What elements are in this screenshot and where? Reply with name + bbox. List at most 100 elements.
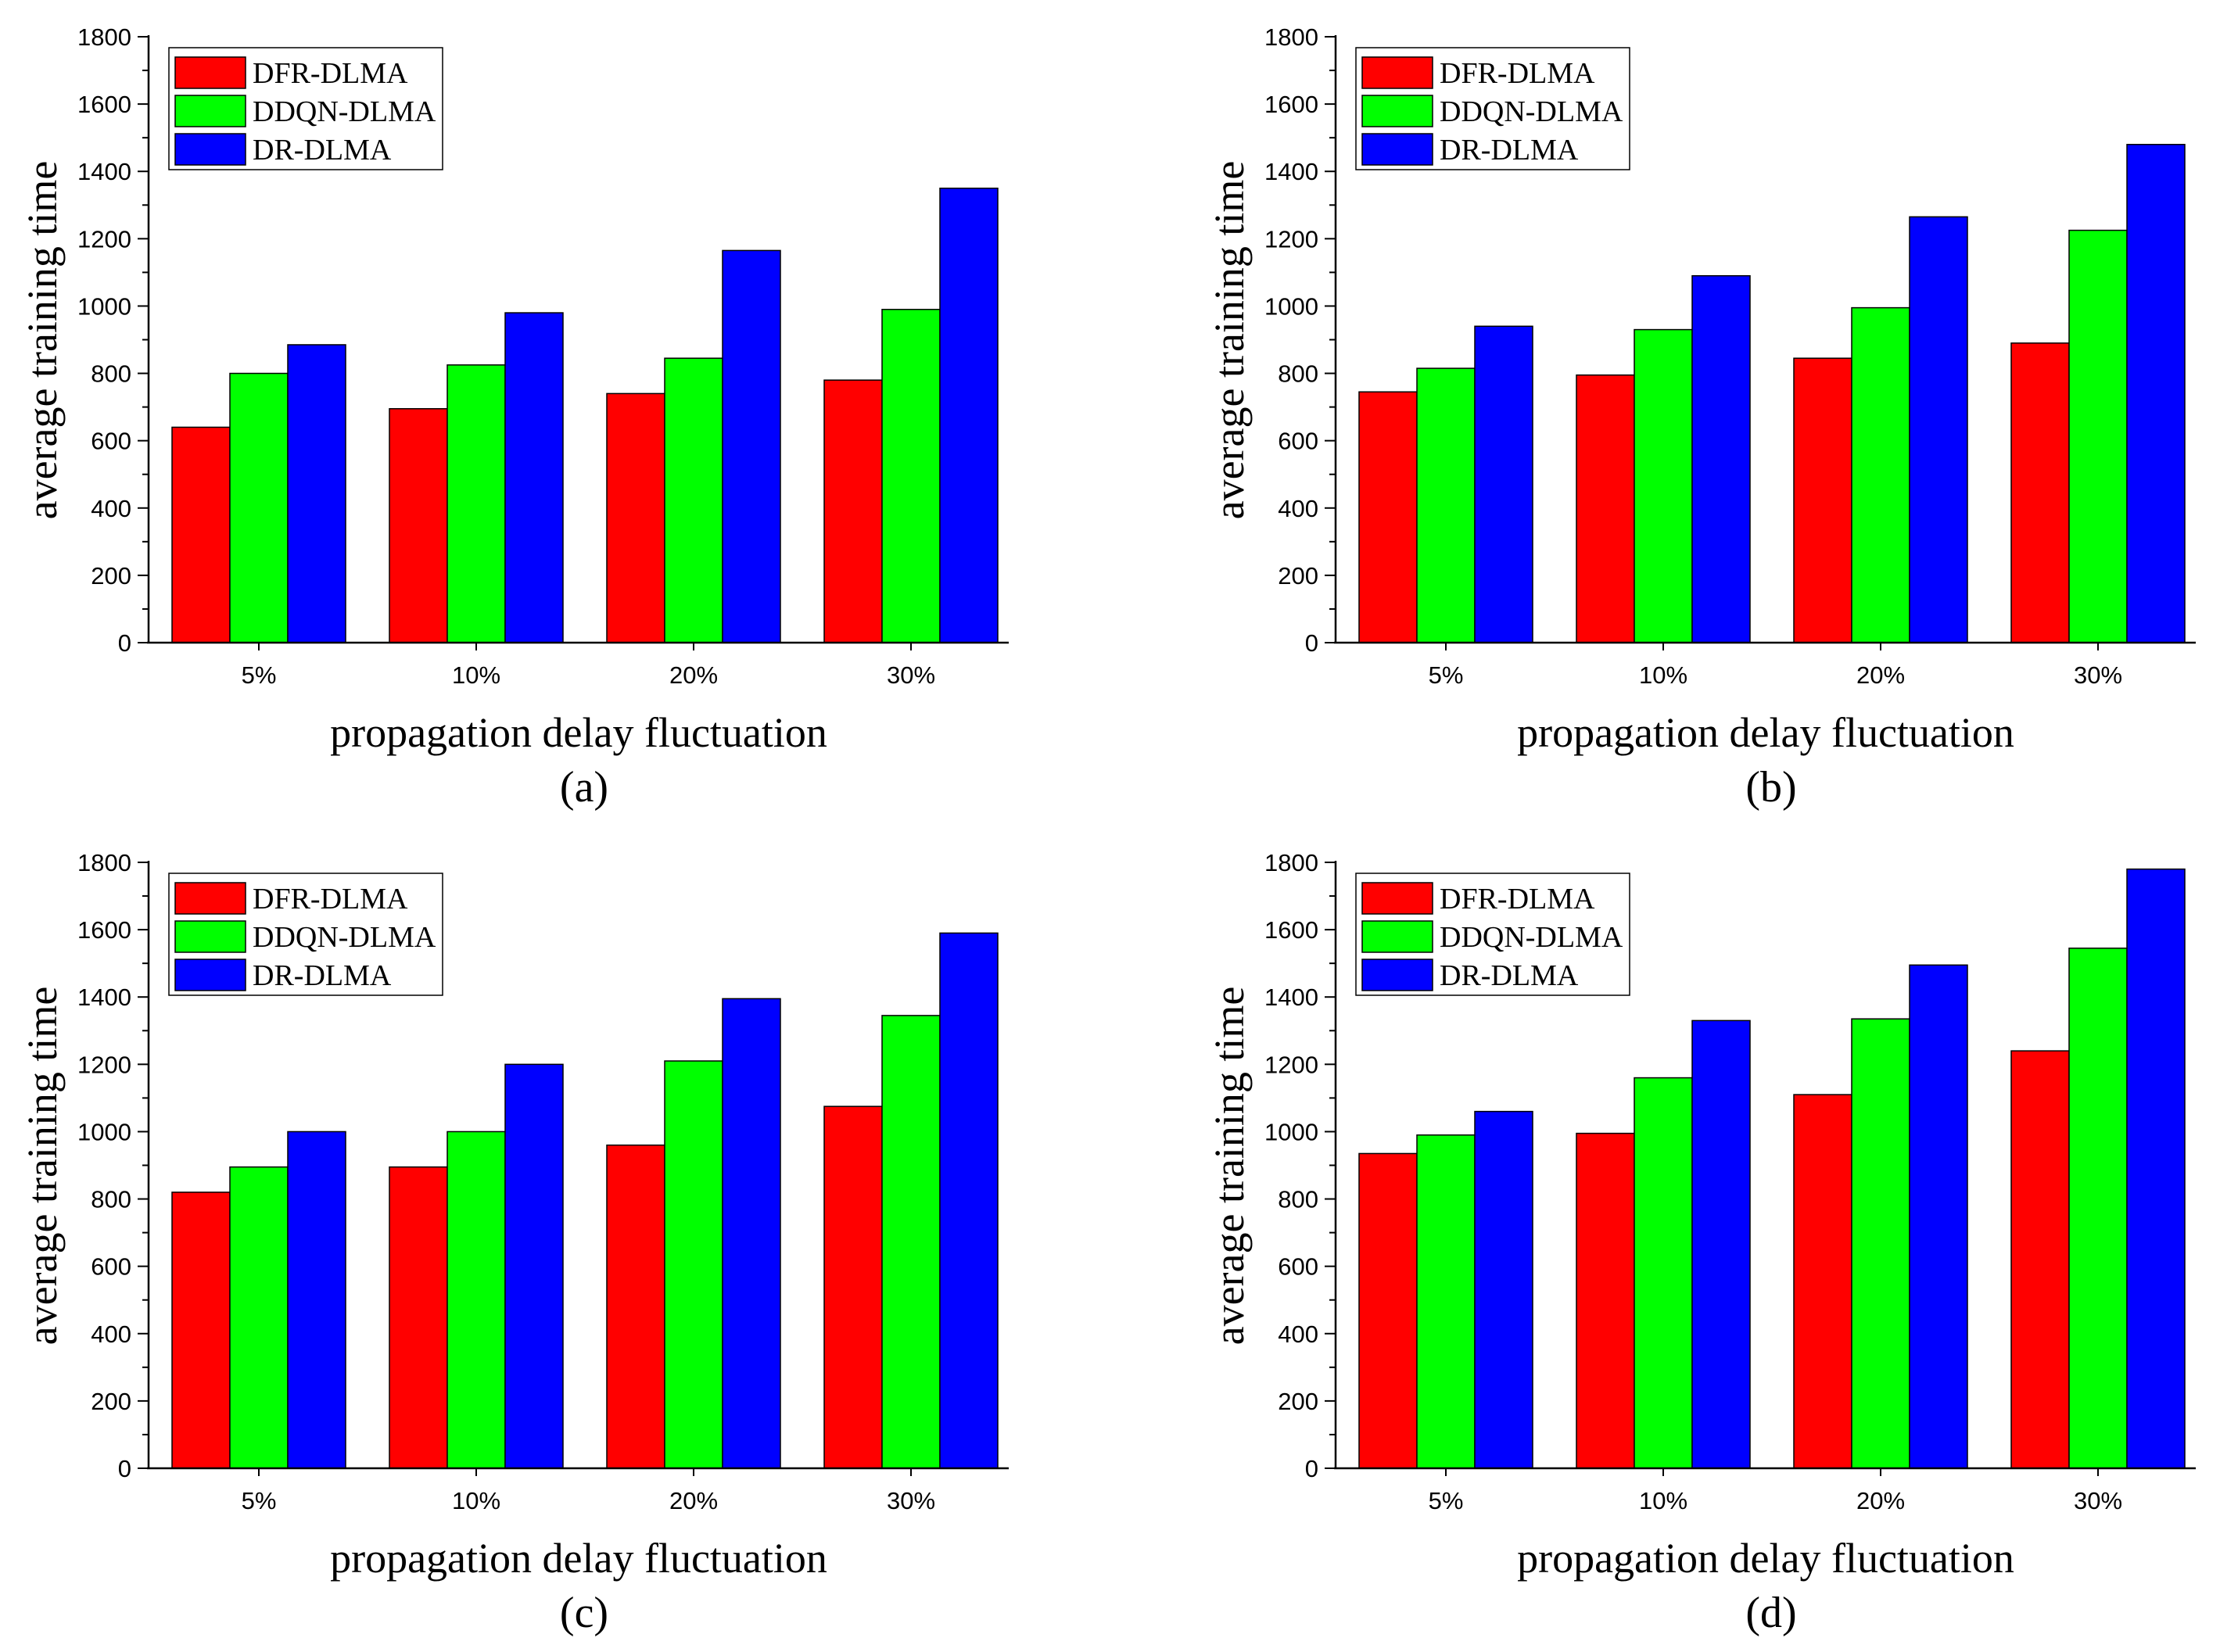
bar-dr-dlma-4 (2126, 868, 2186, 1469)
chart-panel-1: 5% 10% 20% 30% 0 200 400 600 800 1000 1200 1400 1600… (19, 23, 1009, 812)
legend-swatch-dr-dlma (174, 133, 246, 166)
bar-ddqn-dlma-4 (881, 1015, 941, 1469)
legend-swatch-dr-dlma (174, 959, 246, 991)
chart-panel-4: 5% 10% 20% 30% 0 200 400 600 800 1000 1200 1400 1600… (1206, 849, 2196, 1637)
bar-ddqn-dlma-1 (1416, 1134, 1476, 1469)
y-tick-label: 1000 (1264, 292, 1318, 320)
panel-label: (d) (1745, 1589, 1796, 1637)
y-tick-label: 600 (91, 1253, 131, 1281)
legend-swatch-ddqn-dlma (1361, 95, 1433, 127)
bar-ddqn-dlma-1 (1416, 367, 1476, 643)
x-tick-label: 30% (2074, 661, 2122, 689)
legend: DFR-DLMA DDQN-DLMA DR-DLMA (1355, 47, 1630, 170)
x-tick-label: 5% (242, 661, 277, 689)
bar-ddqn-dlma-2 (1634, 1077, 1693, 1469)
y-tick-label: 200 (91, 1388, 131, 1415)
y-axis-label: average training time (19, 161, 66, 520)
bar-dfr-dlma-1 (171, 1192, 231, 1469)
y-tick-label: 200 (91, 562, 131, 589)
chart-panel-3: 5% 10% 20% 30% 0 200 400 600 800 1000 1200 1400 1600… (19, 849, 1009, 1637)
y-tick-label: 1000 (1264, 1118, 1318, 1145)
y-tick-label: 1400 (1264, 984, 1318, 1011)
legend-label: DR-DLMA (253, 134, 392, 167)
x-tick-label: 30% (2074, 1487, 2122, 1514)
bar-dr-dlma-4 (939, 188, 999, 643)
bar-dfr-dlma-1 (1358, 391, 1418, 643)
bar-ddqn-dlma-2 (447, 364, 506, 643)
y-tick-label: 1800 (1264, 23, 1318, 51)
y-tick-label: 800 (1278, 360, 1318, 388)
y-tick-label: 400 (91, 1321, 131, 1348)
bar-dr-dlma-3 (722, 249, 781, 643)
x-tick-label: 30% (887, 1487, 935, 1514)
bar-dr-dlma-4 (939, 932, 999, 1469)
x-tick-label: 30% (887, 661, 935, 689)
y-axis-label: average training time (1206, 987, 1253, 1346)
legend: DFR-DLMA DDQN-DLMA DR-DLMA (1355, 873, 1630, 996)
bar-dfr-dlma-3 (1793, 1094, 1852, 1469)
y-tick-label: 1000 (77, 292, 131, 320)
y-tick-label: 1800 (77, 849, 131, 876)
bar-dfr-dlma-3 (606, 1144, 665, 1469)
x-tick-label: 10% (1639, 661, 1687, 689)
y-tick-label: 600 (1278, 1253, 1318, 1281)
chart-panel-2: 5% 10% 20% 30% 0 200 400 600 800 1000 1200 1400 1600… (1206, 23, 2196, 812)
bar-dr-dlma-2 (1691, 1020, 1751, 1469)
panel-label: (a) (560, 763, 608, 812)
y-tick-label: 0 (1305, 1455, 1318, 1482)
y-axis-label: average training time (19, 987, 66, 1346)
bar-dfr-dlma-2 (1576, 1132, 1635, 1469)
legend: DFR-DLMA DDQN-DLMA DR-DLMA (168, 47, 443, 170)
panel-label: (c) (560, 1589, 608, 1637)
x-axis-label: propagation delay fluctuation (330, 1535, 827, 1582)
y-tick-label: 200 (1278, 1388, 1318, 1415)
legend-swatch-dfr-dlma (174, 56, 246, 89)
y-tick-label: 1200 (77, 225, 131, 253)
y-tick-label: 400 (1278, 495, 1318, 522)
y-tick-label: 1400 (77, 984, 131, 1011)
panel-label: (b) (1745, 763, 1796, 812)
y-tick-label: 1600 (1264, 916, 1318, 944)
bar-dfr-dlma-4 (2010, 342, 2070, 643)
legend-swatch-dfr-dlma (1361, 882, 1433, 915)
bar-ddqn-dlma-3 (664, 357, 723, 643)
bar-dr-dlma-2 (504, 312, 564, 643)
bar-ddqn-dlma-2 (447, 1131, 506, 1469)
x-tick-label: 20% (669, 661, 718, 689)
x-tick-label: 20% (1856, 1487, 1905, 1514)
bar-dr-dlma-1 (1474, 325, 1533, 643)
legend-label: DDQN-DLMA (253, 95, 436, 128)
bar-ddqn-dlma-4 (2068, 229, 2128, 643)
bar-ddqn-dlma-2 (1634, 328, 1693, 643)
legend-swatch-dr-dlma (1361, 133, 1433, 166)
bar-dfr-dlma-4 (823, 1106, 883, 1469)
bar-dr-dlma-3 (1909, 964, 1968, 1469)
bar-dfr-dlma-3 (1793, 357, 1852, 643)
y-tick-label: 1600 (77, 916, 131, 944)
bar-dr-dlma-3 (722, 998, 781, 1469)
y-tick-label: 800 (91, 360, 131, 388)
legend-label: DR-DLMA (253, 959, 392, 992)
x-tick-label: 10% (452, 661, 500, 689)
bar-ddqn-dlma-4 (2068, 948, 2128, 1469)
bar-dfr-dlma-4 (823, 379, 883, 643)
bar-dfr-dlma-2 (1576, 374, 1635, 643)
legend-swatch-dr-dlma (1361, 959, 1433, 991)
bar-dfr-dlma-2 (389, 1166, 448, 1469)
y-tick-label: 1200 (1264, 225, 1318, 253)
y-tick-label: 1200 (77, 1051, 131, 1078)
bar-dfr-dlma-1 (171, 426, 231, 643)
y-tick-label: 1000 (77, 1118, 131, 1145)
y-tick-label: 1800 (77, 23, 131, 51)
x-axis-label: propagation delay fluctuation (330, 709, 827, 756)
y-axis-label: average training time (1206, 161, 1253, 520)
legend: DFR-DLMA DDQN-DLMA DR-DLMA (168, 873, 443, 996)
bar-ddqn-dlma-1 (229, 1166, 289, 1469)
y-tick-label: 1600 (1264, 91, 1318, 118)
legend-label: DR-DLMA (1440, 134, 1579, 167)
x-tick-label: 5% (242, 1487, 277, 1514)
legend-swatch-dfr-dlma (174, 882, 246, 915)
bar-dr-dlma-4 (2126, 144, 2186, 643)
y-tick-label: 1400 (77, 158, 131, 185)
